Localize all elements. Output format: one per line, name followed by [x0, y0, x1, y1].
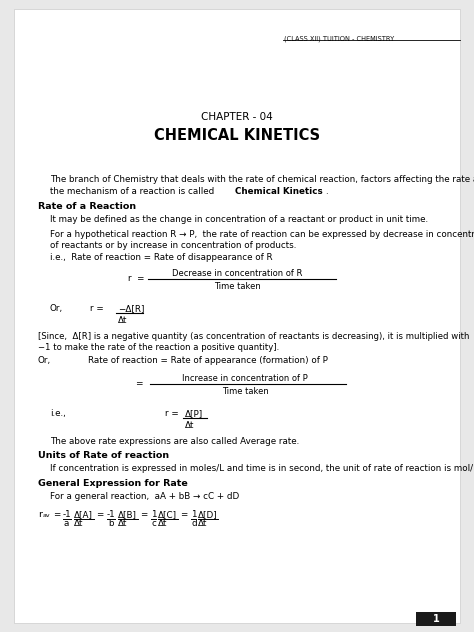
Text: General Expression for Rate: General Expression for Rate — [38, 479, 188, 488]
Text: Chemical Kinetics: Chemical Kinetics — [235, 187, 323, 196]
Text: b: b — [108, 519, 113, 528]
Text: =: = — [140, 510, 147, 519]
Text: c: c — [152, 519, 157, 528]
Text: Increase in concentration of P: Increase in concentration of P — [182, 374, 308, 383]
FancyBboxPatch shape — [14, 9, 460, 623]
Text: i.e.,  Rate of reaction = Rate of disappearance of R: i.e., Rate of reaction = Rate of disappe… — [50, 253, 273, 262]
Text: =: = — [180, 510, 187, 519]
Text: If concentration is expressed in moles/L and time is in second, the unit of rate: If concentration is expressed in moles/L… — [50, 464, 474, 473]
Text: The above rate expressions are also called Average rate.: The above rate expressions are also call… — [50, 437, 299, 446]
Text: Time taken: Time taken — [214, 282, 260, 291]
Text: the mechanism of a reaction is called: the mechanism of a reaction is called — [50, 187, 217, 196]
Text: -1: -1 — [107, 510, 116, 519]
Text: It may be defined as the change in concentration of a reactant or product in uni: It may be defined as the change in conce… — [50, 215, 428, 224]
Text: For a general reaction,  aA + bB → cC + dD: For a general reaction, aA + bB → cC + d… — [50, 492, 239, 501]
Text: Decrease in concentration of R: Decrease in concentration of R — [172, 269, 302, 278]
Text: (CLASS XII) TUITION - CHEMISTRY: (CLASS XII) TUITION - CHEMISTRY — [284, 35, 394, 42]
Text: CHAPTER - 04: CHAPTER - 04 — [201, 112, 273, 122]
Text: Δt: Δt — [158, 519, 167, 528]
Text: 1: 1 — [151, 510, 156, 519]
Text: r =: r = — [165, 409, 179, 418]
Text: av: av — [43, 513, 51, 518]
Text: d: d — [192, 519, 198, 528]
Text: Rate of a Reaction: Rate of a Reaction — [38, 202, 136, 211]
Text: Δt: Δt — [198, 519, 207, 528]
Text: Δt: Δt — [185, 421, 194, 430]
Text: .: . — [325, 187, 328, 196]
Text: -1: -1 — [63, 510, 72, 519]
Text: Δt: Δt — [118, 316, 128, 325]
Text: Δt: Δt — [118, 519, 128, 528]
Text: 1: 1 — [191, 510, 197, 519]
Text: Δ[P]: Δ[P] — [185, 409, 203, 418]
Text: −Δ[R]: −Δ[R] — [118, 304, 145, 313]
Text: Δ[A]: Δ[A] — [74, 510, 93, 519]
Text: 1: 1 — [433, 614, 439, 624]
Text: Δ[B]: Δ[B] — [118, 510, 137, 519]
Text: =: = — [96, 510, 103, 519]
Text: Or,: Or, — [38, 356, 51, 365]
Text: =: = — [135, 379, 143, 388]
Text: =: = — [53, 510, 60, 519]
Text: Time taken: Time taken — [222, 387, 268, 396]
Text: i.e.,: i.e., — [50, 409, 66, 418]
Text: Δ[D]: Δ[D] — [198, 510, 218, 519]
Text: For a hypothetical reaction R → P,  the rate of reaction can be expressed by dec: For a hypothetical reaction R → P, the r… — [50, 230, 474, 239]
Text: Δt: Δt — [74, 519, 83, 528]
Text: Units of Rate of reaction: Units of Rate of reaction — [38, 451, 169, 460]
Text: r =: r = — [90, 304, 104, 313]
Text: CHEMICAL KINETICS: CHEMICAL KINETICS — [154, 128, 320, 143]
Text: [Since,  Δ[R] is a negative quantity (as concentration of reactants is decreasin: [Since, Δ[R] is a negative quantity (as … — [38, 332, 469, 341]
Text: r: r — [38, 510, 42, 519]
Text: of reactants or by increase in concentration of products.: of reactants or by increase in concentra… — [50, 241, 296, 250]
FancyBboxPatch shape — [416, 612, 456, 626]
Text: The branch of Chemistry that deals with the rate of chemical reaction, factors a: The branch of Chemistry that deals with … — [50, 175, 474, 184]
Text: a: a — [64, 519, 69, 528]
Text: Or,: Or, — [50, 304, 63, 313]
Text: Rate of reaction = Rate of appearance (formation) of P: Rate of reaction = Rate of appearance (f… — [88, 356, 328, 365]
Text: Δ[C]: Δ[C] — [158, 510, 177, 519]
Text: −1 to make the rate of the reaction a positive quantity].: −1 to make the rate of the reaction a po… — [38, 343, 279, 352]
Text: r  =: r = — [128, 274, 145, 283]
